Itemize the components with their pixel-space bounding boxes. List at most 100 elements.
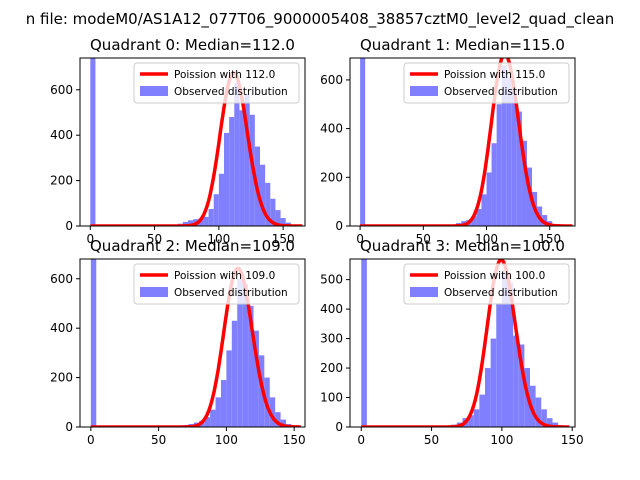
x-tick-label: 100 bbox=[207, 232, 230, 246]
legend-hist-swatch bbox=[140, 287, 168, 297]
legend-box bbox=[133, 263, 300, 305]
histogram-bar bbox=[530, 385, 536, 427]
panel-title: Quadrant 3: Median=100.0 bbox=[360, 237, 565, 255]
legend-hist-label: Observed distribution bbox=[174, 287, 288, 299]
poisson-curve bbox=[90, 266, 301, 427]
y-tick-label: 200 bbox=[320, 361, 343, 375]
legend-hist-swatch bbox=[410, 287, 438, 297]
histogram-bar bbox=[535, 397, 542, 427]
histogram-bar bbox=[244, 94, 250, 226]
poisson-curve bbox=[361, 259, 570, 427]
legend-hist-swatch bbox=[140, 86, 168, 96]
legend: Poission with 100.0 Observed distribution bbox=[403, 263, 570, 305]
legend-line-label: Poission with 115.0 bbox=[444, 69, 545, 81]
histogram-bar bbox=[521, 140, 527, 226]
histogram-bar bbox=[546, 418, 553, 427]
plot-area bbox=[361, 259, 570, 427]
x-tick-label: 150 bbox=[561, 433, 584, 447]
legend-box bbox=[133, 62, 300, 104]
histogram-bar bbox=[208, 208, 214, 226]
y-tick-label: 0 bbox=[65, 219, 73, 233]
histogram-bar bbox=[188, 220, 194, 226]
y-tick-label: 0 bbox=[65, 420, 73, 434]
plot-area bbox=[360, 58, 573, 226]
quadrant-panel: Quadrant 2: Median=109.0 0 50 100 150 0 200 400… bbox=[50, 237, 306, 447]
histogram-bar bbox=[280, 419, 287, 427]
y-tick-label: 600 bbox=[320, 73, 343, 87]
x-tick-label: 0 bbox=[87, 433, 95, 447]
x-tick-label: 0 bbox=[356, 232, 364, 246]
histogram-bar bbox=[260, 164, 266, 226]
histogram-bar bbox=[270, 198, 276, 226]
y-tick-label: 200 bbox=[50, 371, 73, 385]
histogram-bar bbox=[513, 335, 519, 427]
y-tick-label: 200 bbox=[50, 174, 73, 188]
legend-line-label: Poission with 112.0 bbox=[174, 69, 275, 81]
panel-title: Quadrant 0: Median=112.0 bbox=[90, 36, 295, 54]
legend-box bbox=[403, 62, 570, 104]
histogram-bar bbox=[501, 270, 508, 427]
histogram-bar bbox=[552, 422, 559, 427]
legend-hist-swatch bbox=[410, 86, 438, 96]
y-tick-label: 400 bbox=[320, 122, 343, 136]
y-tick-label: 600 bbox=[50, 272, 73, 286]
histogram-bar bbox=[229, 117, 235, 226]
histogram-bar bbox=[226, 350, 232, 427]
quadrant-panel: Quadrant 3: Median=100.0 0 50 100 150 0 100 200… bbox=[320, 237, 584, 447]
histogram-bar bbox=[204, 417, 211, 427]
plot-area bbox=[90, 259, 301, 427]
legend-hist-label: Observed distribution bbox=[444, 86, 558, 98]
quadrant-panel: Quadrant 0: Median=112.0 0 50 100 150 0 200 400… bbox=[50, 36, 306, 246]
histogram-bar bbox=[242, 283, 249, 427]
histogram-bar bbox=[476, 208, 482, 226]
histogram-bar bbox=[496, 303, 502, 427]
histogram-bar bbox=[485, 368, 491, 427]
y-tick-label: 100 bbox=[320, 391, 343, 405]
histogram-bar bbox=[198, 218, 204, 226]
x-tick-label: 100 bbox=[475, 232, 498, 246]
histogram-bar bbox=[518, 344, 525, 427]
histogram-bar bbox=[481, 194, 487, 226]
poisson-curve bbox=[360, 58, 573, 226]
poisson-curve bbox=[90, 71, 303, 226]
x-tick-label: 50 bbox=[416, 232, 431, 246]
x-tick-label: 100 bbox=[490, 433, 513, 447]
histogram-bar bbox=[280, 218, 286, 226]
x-tick-label: 150 bbox=[283, 433, 306, 447]
legend: Poission with 109.0 Observed distribution bbox=[133, 263, 300, 305]
histogram-bar bbox=[473, 409, 480, 427]
plot-area bbox=[90, 58, 303, 226]
legend-hist-label: Observed distribution bbox=[174, 86, 288, 98]
histogram-bar bbox=[490, 338, 497, 427]
histogram-bar bbox=[360, 58, 366, 226]
x-tick-label: 150 bbox=[538, 232, 561, 246]
histogram-bar bbox=[275, 210, 281, 226]
histogram-bar bbox=[239, 110, 245, 226]
histogram-bar bbox=[253, 330, 259, 427]
axes-frame bbox=[349, 57, 576, 227]
histogram-bar bbox=[218, 173, 224, 226]
axes-frame bbox=[79, 57, 306, 227]
histogram-bar bbox=[90, 58, 96, 226]
x-tick-label: 0 bbox=[86, 232, 94, 246]
histogram-bar bbox=[496, 104, 502, 226]
y-tick-label: 500 bbox=[320, 273, 343, 287]
histogram-bar bbox=[468, 415, 474, 427]
histogram-bar bbox=[486, 172, 492, 226]
histogram-bar bbox=[224, 132, 230, 226]
legend: Poission with 112.0 Observed distribution bbox=[133, 62, 300, 104]
histogram-bar bbox=[269, 397, 276, 427]
histogram-bar bbox=[506, 77, 512, 226]
histogram-bar bbox=[491, 143, 497, 226]
histogram-bar bbox=[248, 305, 254, 427]
histogram-bar bbox=[203, 216, 209, 226]
histogram-bar bbox=[516, 111, 522, 226]
histogram-bar bbox=[213, 194, 219, 226]
panel-title: Quadrant 2: Median=109.0 bbox=[90, 237, 295, 255]
x-tick-label: 100 bbox=[215, 433, 238, 447]
histogram-bar bbox=[471, 216, 477, 226]
histogram-bar bbox=[234, 82, 240, 226]
panel-title: Quadrant 1: Median=115.0 bbox=[360, 36, 565, 54]
histogram-bar bbox=[220, 380, 227, 427]
